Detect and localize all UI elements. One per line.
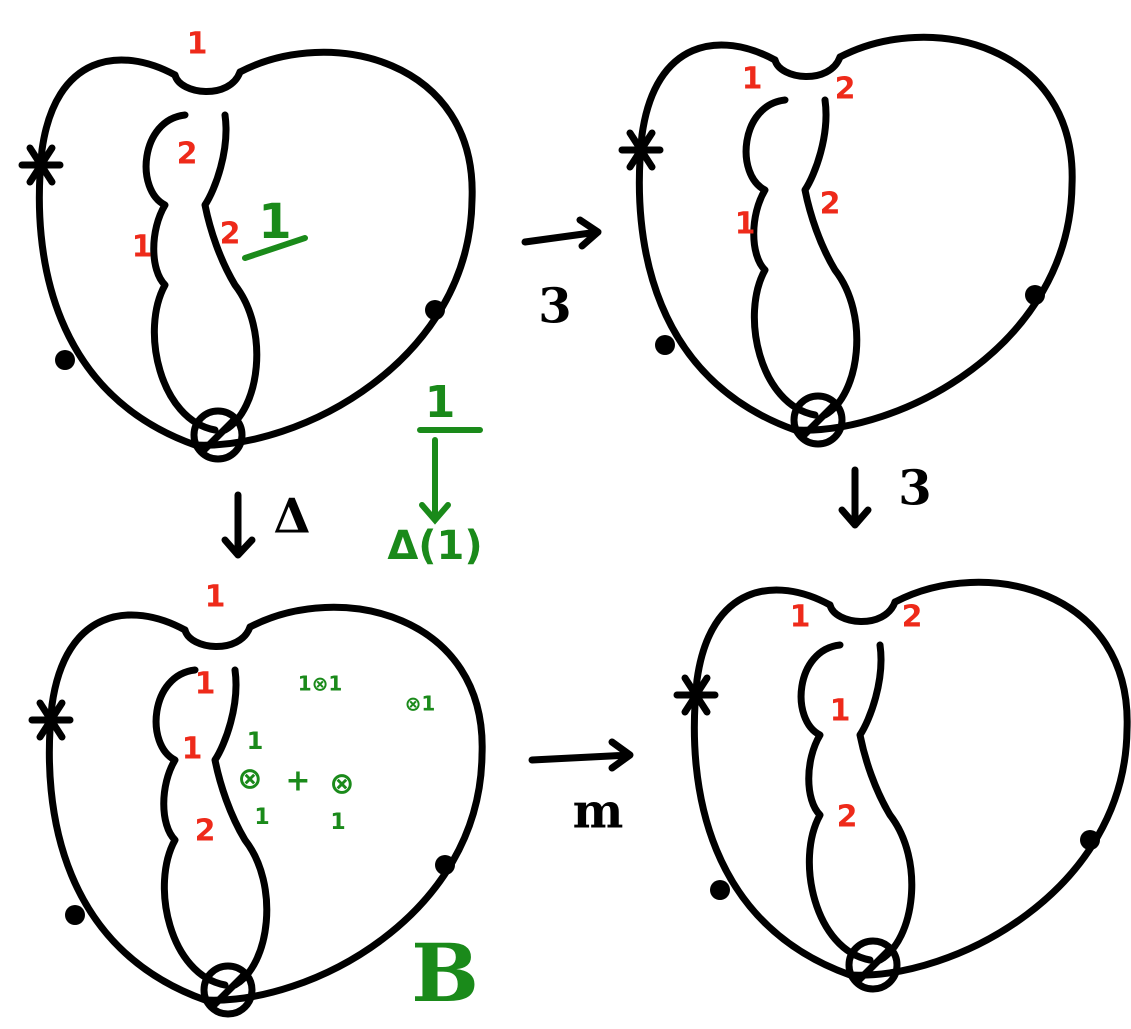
strand-label: 2 (195, 814, 216, 849)
strand-label: 2 (177, 137, 198, 172)
annotation: 1 (254, 805, 269, 830)
strand-label: 1 (132, 230, 153, 265)
strand-label: 1 (182, 732, 203, 767)
strand-label: 1 (735, 207, 756, 242)
diagram-panel (677, 582, 1127, 989)
arrow (532, 742, 630, 768)
arrow-label: 3 (898, 461, 931, 517)
annotation: 1 (258, 194, 291, 250)
strand-label: 1 (205, 580, 226, 615)
strand-label: 2 (820, 187, 841, 222)
arrow-label: 3 (538, 279, 571, 335)
annotation: 1⊗1 (298, 672, 343, 696)
annotation: 1 (247, 727, 264, 755)
map-arrow (420, 430, 480, 520)
annotation: 1 (330, 810, 345, 835)
strand-label: 2 (835, 72, 856, 107)
annotation: + (285, 764, 310, 799)
arrow (842, 470, 868, 525)
annotation: ⊗ (329, 767, 354, 802)
strand-label: 1 (742, 62, 763, 97)
diagram: 1 2 2 1 1 1 2 2 1 1 1 1 2 1⊗1 ⊗1 1 ⊗ + ⊗… (0, 0, 1131, 1029)
strand-label: 1 (830, 694, 851, 729)
map-target: Δ(1) (387, 523, 482, 569)
map-source: 1 (425, 377, 456, 428)
strand-label: 1 (790, 600, 811, 635)
arrow (225, 495, 252, 555)
strand-label: 2 (902, 600, 923, 635)
strand-label: 1 (187, 27, 208, 62)
corner-label: B (411, 926, 479, 1020)
strand-label: 2 (220, 217, 241, 252)
arrow-label: Δ (273, 489, 310, 545)
annotation: ⊗1 (405, 692, 436, 716)
strand-label: 2 (837, 800, 858, 835)
annotation: ⊗ (237, 762, 262, 797)
arrow (525, 220, 598, 246)
arrow-label: m (573, 784, 624, 840)
strand-label: 1 (195, 667, 216, 702)
